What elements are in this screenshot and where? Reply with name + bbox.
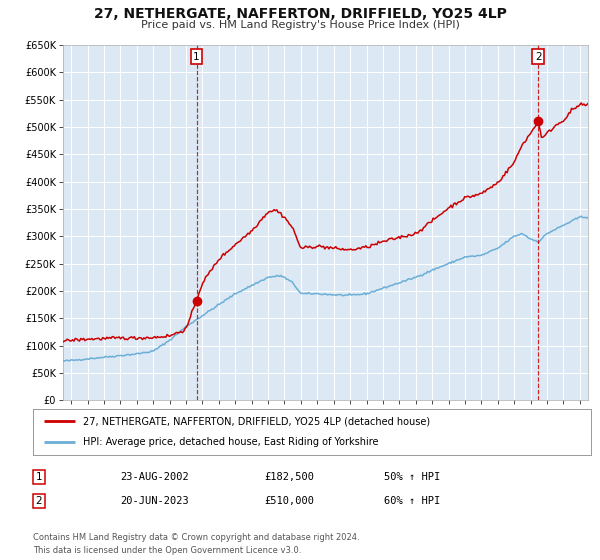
Text: 1: 1 [193,52,200,62]
Text: 50% ↑ HPI: 50% ↑ HPI [384,472,440,482]
Text: 60% ↑ HPI: 60% ↑ HPI [384,496,440,506]
Text: £510,000: £510,000 [264,496,314,506]
Text: 20-JUN-2023: 20-JUN-2023 [120,496,189,506]
Text: £182,500: £182,500 [264,472,314,482]
Text: 23-AUG-2002: 23-AUG-2002 [120,472,189,482]
Text: 27, NETHERGATE, NAFFERTON, DRIFFIELD, YO25 4LP (detached house): 27, NETHERGATE, NAFFERTON, DRIFFIELD, YO… [83,416,430,426]
Text: 2: 2 [535,52,541,62]
Text: 2: 2 [35,496,43,506]
Text: Contains HM Land Registry data © Crown copyright and database right 2024.
This d: Contains HM Land Registry data © Crown c… [33,533,359,554]
Text: 1: 1 [35,472,43,482]
Text: 27, NETHERGATE, NAFFERTON, DRIFFIELD, YO25 4LP: 27, NETHERGATE, NAFFERTON, DRIFFIELD, YO… [94,7,506,21]
Text: Price paid vs. HM Land Registry's House Price Index (HPI): Price paid vs. HM Land Registry's House … [140,20,460,30]
Text: HPI: Average price, detached house, East Riding of Yorkshire: HPI: Average price, detached house, East… [83,437,379,447]
